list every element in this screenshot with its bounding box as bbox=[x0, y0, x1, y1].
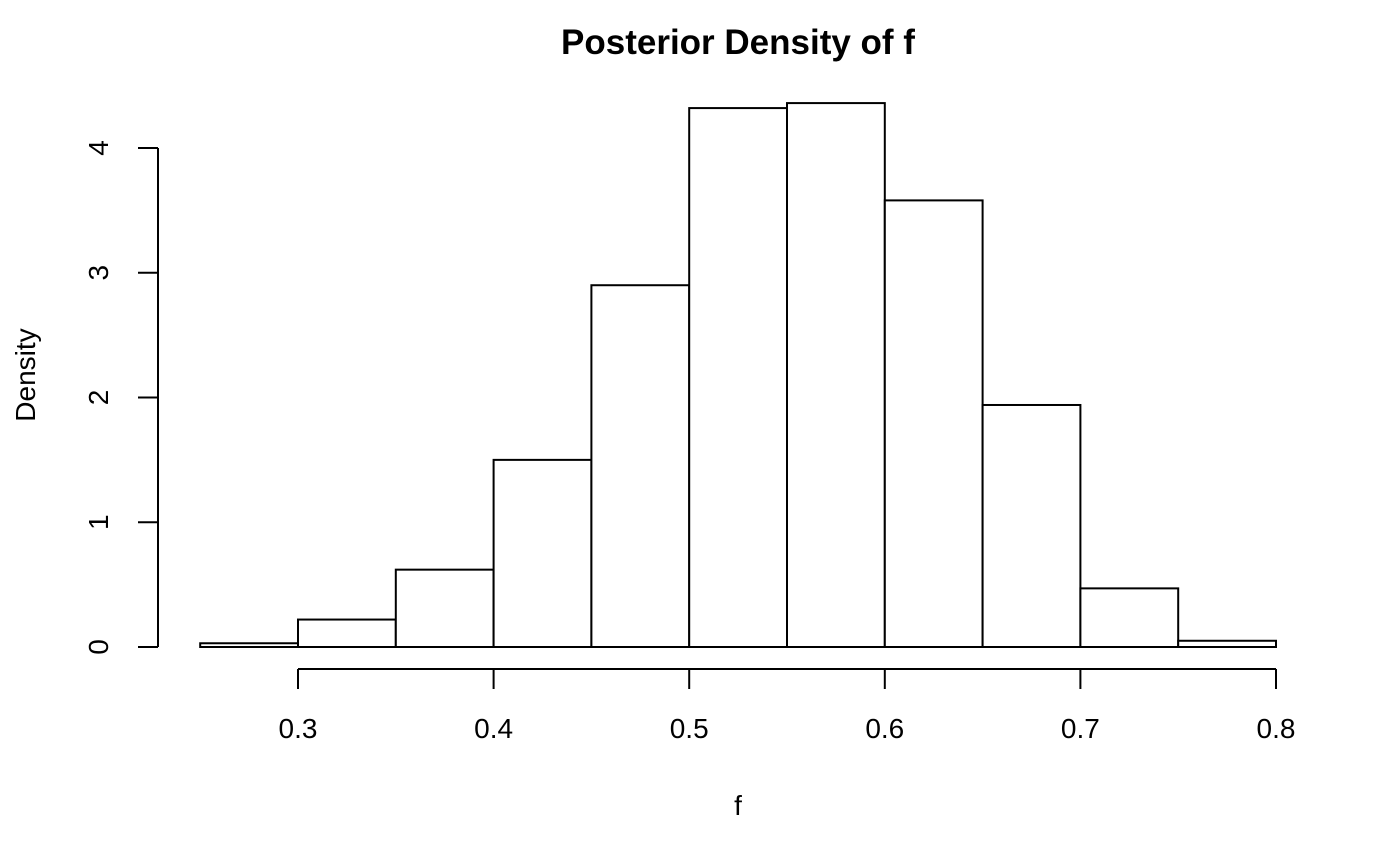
y-tick-label: 0 bbox=[83, 639, 114, 655]
histogram-bars bbox=[199, 102, 1277, 649]
histogram-bar bbox=[1177, 639, 1277, 649]
histogram-bar bbox=[297, 618, 397, 648]
histogram-bar bbox=[394, 568, 495, 649]
x-tick-label: 0.5 bbox=[670, 713, 709, 744]
chart-title: Posterior Density of f bbox=[561, 23, 915, 62]
x-tick-label: 0.6 bbox=[865, 713, 904, 744]
x-tick-label: 0.7 bbox=[1061, 713, 1100, 744]
x-axis: 0.3 0.4 0.5 0.6 0.7 0.8 bbox=[279, 668, 1296, 744]
y-tick-label: 1 bbox=[83, 514, 114, 530]
y-axis-label: Density bbox=[10, 328, 41, 421]
histogram-bar bbox=[590, 284, 691, 648]
y-tick-label: 4 bbox=[83, 140, 114, 156]
histogram-bar bbox=[199, 642, 299, 649]
histogram-bar bbox=[883, 199, 984, 649]
x-tick-label: 0.4 bbox=[474, 713, 513, 744]
x-tick-label: 0.8 bbox=[1257, 713, 1296, 744]
histogram-bar bbox=[1079, 587, 1180, 648]
y-axis: 0 1 2 3 4 bbox=[83, 140, 159, 655]
histogram-bar bbox=[492, 458, 593, 648]
x-tick-label: 0.3 bbox=[279, 713, 318, 744]
histogram-bar bbox=[688, 107, 789, 648]
y-tick-label: 3 bbox=[83, 265, 114, 281]
histogram-bar bbox=[981, 403, 1082, 648]
histogram-bar bbox=[786, 102, 886, 648]
x-axis-label: f bbox=[734, 790, 742, 821]
y-tick-label: 2 bbox=[83, 390, 114, 406]
